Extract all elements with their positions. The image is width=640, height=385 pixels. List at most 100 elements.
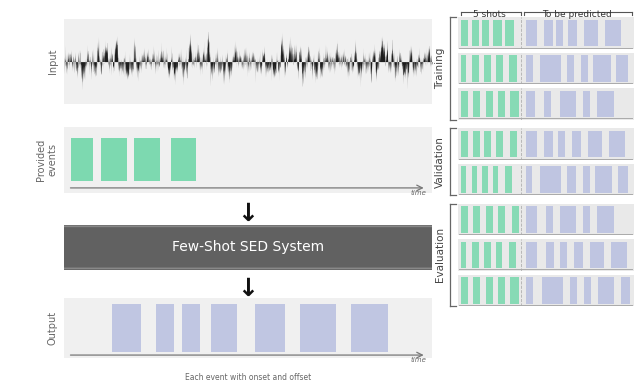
Bar	[472, 242, 479, 268]
Bar	[472, 166, 477, 192]
Bar	[497, 242, 502, 268]
Bar	[545, 206, 553, 233]
Bar	[255, 304, 285, 352]
Bar	[616, 55, 628, 82]
Bar	[474, 277, 481, 303]
Bar	[511, 91, 519, 117]
Bar	[493, 20, 502, 46]
Text: Few-Shot SED System: Few-Shot SED System	[172, 240, 324, 254]
Bar	[574, 242, 582, 268]
Bar	[351, 304, 388, 352]
Bar	[598, 277, 614, 303]
Bar	[474, 91, 481, 117]
Bar	[211, 304, 237, 352]
Text: Input: Input	[47, 49, 58, 74]
Bar	[505, 166, 512, 192]
Bar	[567, 166, 575, 192]
Bar	[474, 206, 481, 233]
Bar	[472, 55, 479, 82]
Bar	[171, 138, 196, 181]
Bar	[498, 206, 505, 233]
Bar	[540, 55, 561, 82]
Bar	[526, 55, 533, 82]
Bar	[558, 131, 565, 157]
Bar	[484, 131, 491, 157]
Text: Evaluation: Evaluation	[435, 227, 445, 283]
Bar	[511, 277, 519, 303]
Bar	[582, 206, 589, 233]
Bar	[588, 131, 602, 157]
Bar	[568, 20, 577, 46]
Bar	[486, 91, 493, 117]
Bar	[498, 277, 505, 303]
Bar	[461, 131, 468, 157]
FancyBboxPatch shape	[60, 226, 436, 268]
Bar	[526, 242, 537, 268]
Text: 5 shots: 5 shots	[473, 10, 506, 18]
Bar	[542, 277, 563, 303]
Bar	[540, 166, 561, 192]
Bar	[497, 55, 504, 82]
Bar	[512, 206, 519, 233]
Bar	[611, 242, 627, 268]
Bar	[461, 277, 468, 303]
Bar	[509, 55, 518, 82]
Text: Provided
events: Provided events	[36, 139, 58, 181]
Bar	[472, 20, 479, 46]
Bar	[581, 55, 588, 82]
Bar	[461, 55, 467, 82]
Bar	[570, 277, 577, 303]
Bar	[484, 242, 491, 268]
Bar	[584, 277, 591, 303]
Bar	[483, 166, 488, 192]
Bar	[484, 55, 491, 82]
Bar	[474, 131, 481, 157]
Bar	[461, 166, 467, 192]
Bar	[596, 91, 614, 117]
Bar	[511, 131, 517, 157]
Bar	[559, 242, 567, 268]
Bar	[300, 304, 337, 352]
Bar	[584, 20, 598, 46]
Bar	[605, 20, 621, 46]
Bar	[72, 138, 93, 181]
Bar	[582, 166, 589, 192]
Bar	[545, 242, 554, 268]
Bar	[156, 304, 174, 352]
Bar	[589, 242, 604, 268]
Bar	[544, 20, 553, 46]
Text: Validation: Validation	[435, 136, 445, 187]
Bar	[596, 206, 614, 233]
Bar	[572, 131, 581, 157]
Bar	[556, 20, 563, 46]
Bar	[595, 166, 612, 192]
Text: time: time	[411, 357, 426, 363]
Bar	[182, 304, 200, 352]
Bar	[559, 91, 575, 117]
Bar	[544, 91, 551, 117]
Bar	[509, 242, 516, 268]
Bar	[461, 20, 468, 46]
Bar	[461, 91, 468, 117]
Bar	[112, 304, 141, 352]
Bar	[567, 55, 574, 82]
Bar	[526, 277, 533, 303]
Bar	[618, 166, 628, 192]
Text: time: time	[411, 190, 426, 196]
Bar	[101, 138, 127, 181]
Bar	[497, 131, 504, 157]
Bar	[544, 131, 553, 157]
Bar	[582, 91, 589, 117]
Bar	[526, 20, 537, 46]
Text: ↓: ↓	[237, 202, 259, 226]
Bar	[526, 91, 535, 117]
Text: To be predicted: To be predicted	[543, 10, 612, 18]
Bar	[134, 138, 159, 181]
Bar	[526, 166, 531, 192]
Bar	[526, 131, 537, 157]
Bar	[461, 206, 468, 233]
Bar	[493, 166, 498, 192]
Bar	[559, 206, 575, 233]
Text: Training: Training	[435, 48, 445, 89]
Bar	[593, 55, 611, 82]
